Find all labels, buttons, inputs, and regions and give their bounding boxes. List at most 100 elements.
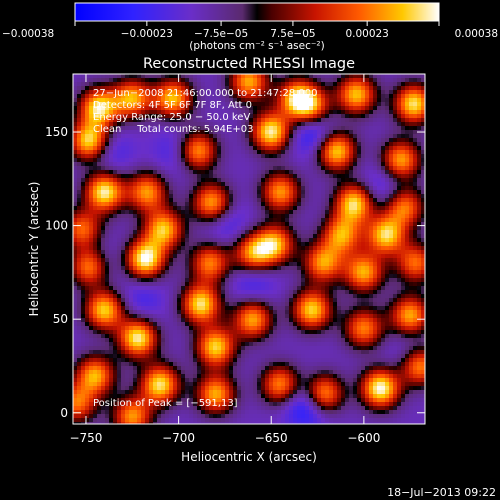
- image-pixel: [145, 174, 150, 179]
- image-pixel: [153, 290, 158, 295]
- image-pixel: [97, 210, 102, 215]
- image-pixel: [237, 90, 242, 95]
- image-pixel: [293, 134, 298, 139]
- image-pixel: [165, 134, 170, 139]
- image-pixel: [145, 290, 150, 295]
- image-pixel: [97, 82, 102, 87]
- image-pixel: [293, 254, 298, 259]
- image-pixel: [237, 218, 242, 223]
- image-pixel: [141, 130, 146, 135]
- image-pixel: [337, 230, 342, 235]
- image-pixel: [209, 234, 214, 239]
- image-pixel: [325, 178, 330, 183]
- image-pixel: [253, 226, 258, 231]
- image-pixel: [369, 90, 374, 95]
- image-pixel: [297, 142, 302, 147]
- image-pixel: [261, 258, 266, 263]
- image-pixel: [153, 142, 158, 147]
- image-pixel: [389, 254, 394, 259]
- image-pixel: [281, 74, 286, 79]
- image-pixel: [117, 102, 122, 107]
- image-pixel: [177, 162, 182, 167]
- image-pixel: [329, 206, 334, 211]
- image-pixel: [405, 254, 410, 259]
- image-pixel: [273, 242, 278, 247]
- image-pixel: [293, 214, 298, 219]
- image-pixel: [153, 82, 158, 87]
- image-pixel: [97, 78, 102, 83]
- image-pixel: [285, 194, 290, 199]
- image-pixel: [341, 106, 346, 111]
- image-pixel: [97, 158, 102, 163]
- image-pixel: [369, 166, 374, 171]
- image-pixel: [205, 114, 210, 119]
- image-pixel: [301, 234, 306, 239]
- image-pixel: [277, 278, 282, 283]
- image-pixel: [149, 230, 154, 235]
- image-pixel: [285, 214, 290, 219]
- image-pixel: [421, 294, 425, 299]
- image-pixel: [141, 194, 146, 199]
- image-pixel: [117, 246, 122, 251]
- image-pixel: [257, 158, 262, 163]
- image-pixel: [309, 258, 314, 263]
- image-pixel: [157, 222, 162, 227]
- image-pixel: [285, 270, 290, 275]
- image-pixel: [153, 158, 158, 163]
- image-pixel: [329, 142, 334, 147]
- image-pixel: [181, 270, 186, 275]
- image-pixel: [265, 94, 270, 99]
- image-pixel: [157, 154, 162, 159]
- image-pixel: [205, 74, 210, 79]
- image-pixel: [341, 118, 346, 123]
- image-pixel: [349, 190, 354, 195]
- image-pixel: [421, 206, 425, 211]
- image-pixel: [201, 274, 206, 279]
- image-pixel: [177, 118, 182, 123]
- image-pixel: [413, 210, 418, 215]
- image-pixel: [413, 262, 418, 267]
- image-pixel: [81, 210, 86, 215]
- image-pixel: [365, 118, 370, 123]
- image-pixel: [205, 198, 210, 203]
- image-pixel: [177, 250, 182, 255]
- image-pixel: [169, 162, 174, 167]
- image-pixel: [73, 218, 78, 223]
- image-pixel: [205, 78, 210, 83]
- image-pixel: [341, 266, 346, 271]
- image-pixel: [325, 90, 330, 95]
- image-pixel: [169, 130, 174, 135]
- image-pixel: [121, 94, 126, 99]
- image-pixel: [177, 222, 182, 227]
- image-pixel: [109, 250, 114, 255]
- image-pixel: [125, 170, 130, 175]
- image-pixel: [317, 150, 322, 155]
- image-pixel: [417, 86, 422, 91]
- image-pixel: [325, 278, 330, 283]
- image-pixel: [133, 186, 138, 191]
- image-pixel: [337, 270, 342, 275]
- image-pixel: [101, 210, 106, 215]
- image-pixel: [201, 254, 206, 259]
- image-pixel: [225, 226, 230, 231]
- image-pixel: [237, 214, 242, 219]
- image-pixel: [213, 130, 218, 135]
- image-pixel: [229, 266, 234, 271]
- image-pixel: [317, 106, 322, 111]
- image-pixel: [153, 218, 158, 223]
- image-pixel: [205, 134, 210, 139]
- image-pixel: [417, 226, 422, 231]
- image-pixel: [161, 90, 166, 95]
- image-pixel: [297, 130, 302, 135]
- image-pixel: [157, 134, 162, 139]
- image-pixel: [309, 130, 314, 135]
- image-pixel: [277, 202, 282, 207]
- image-pixel: [125, 166, 130, 171]
- image-pixel: [205, 222, 210, 227]
- image-pixel: [97, 242, 102, 247]
- image-pixel: [157, 274, 162, 279]
- image-pixel: [417, 146, 422, 151]
- image-pixel: [113, 298, 118, 303]
- image-pixel: [345, 202, 350, 207]
- image-pixel: [397, 110, 402, 115]
